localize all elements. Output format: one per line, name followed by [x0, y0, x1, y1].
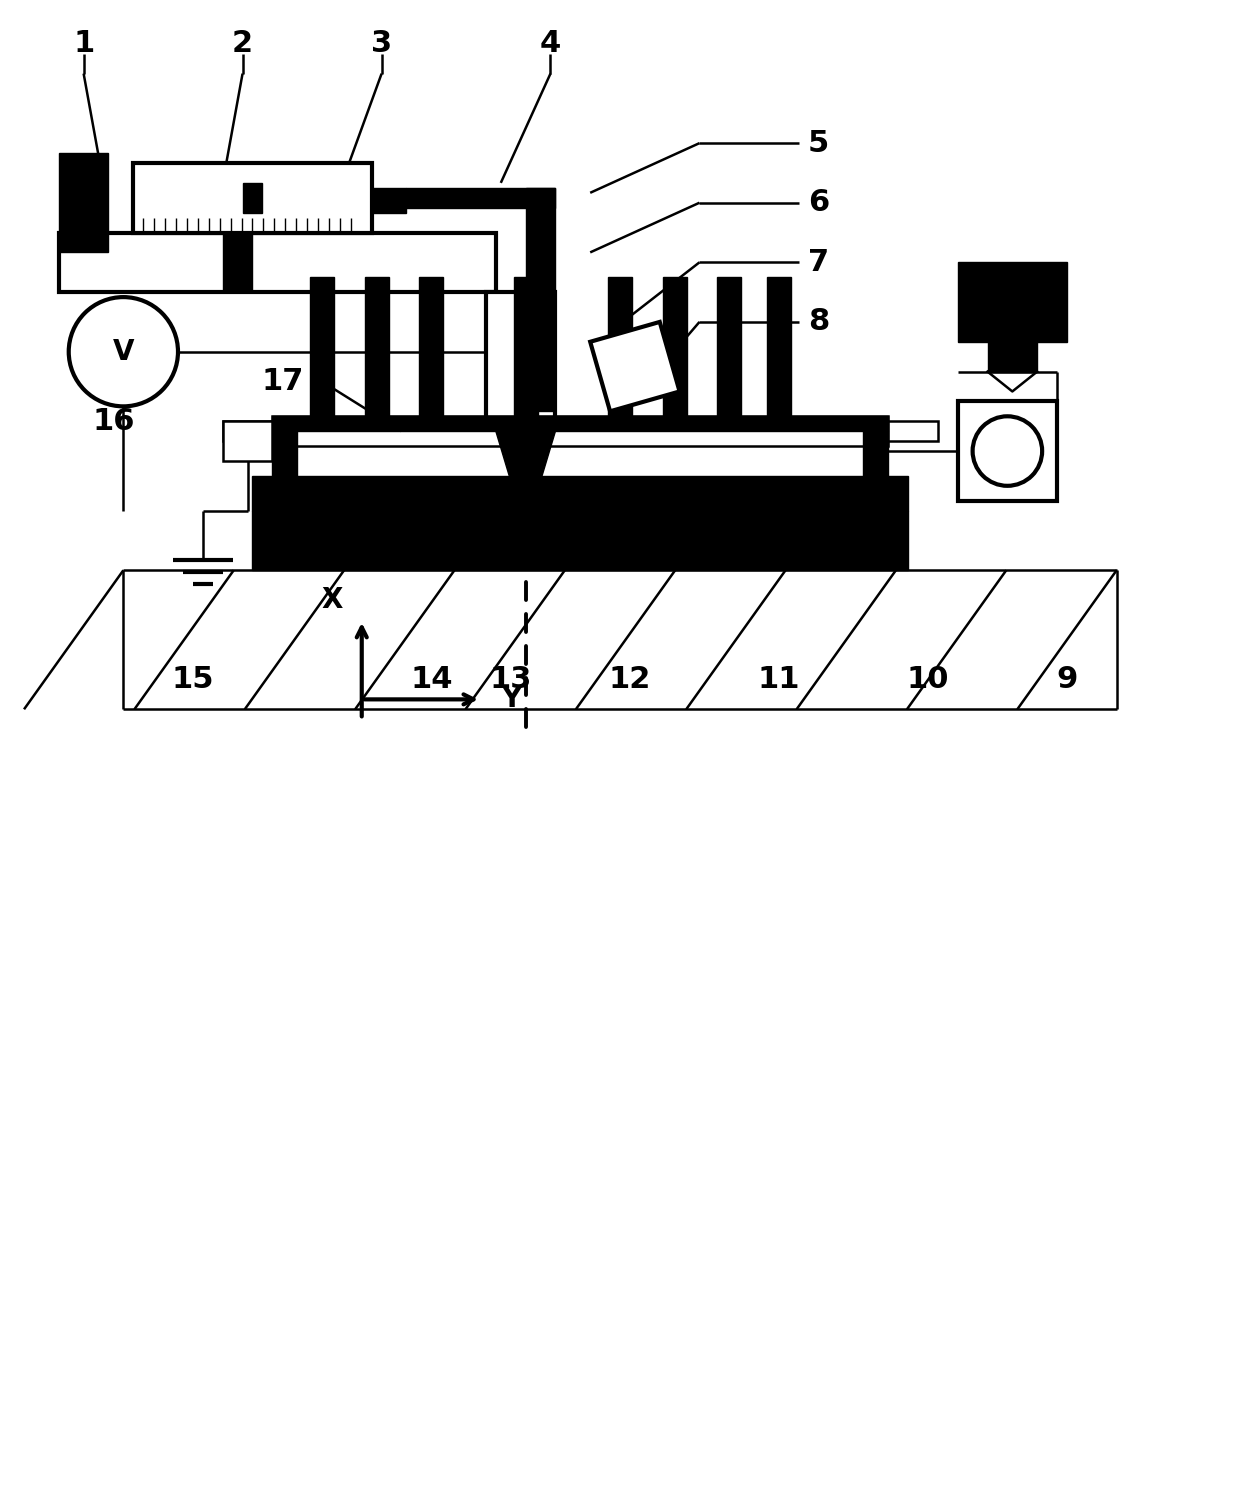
Bar [253, 475, 908, 510]
Bar [419, 278, 443, 416]
Text: 9: 9 [1056, 665, 1078, 694]
Polygon shape [590, 321, 680, 412]
Bar [608, 278, 632, 416]
Bar [310, 278, 334, 416]
Bar [365, 278, 388, 416]
Bar [987, 343, 1037, 371]
Bar [957, 401, 1056, 501]
Text: X: X [321, 585, 342, 614]
Bar [273, 432, 298, 510]
Text: 11: 11 [758, 665, 800, 694]
Bar [768, 278, 791, 416]
Bar [133, 163, 372, 232]
Bar [486, 293, 556, 432]
Bar [58, 152, 108, 252]
Text: 14: 14 [410, 665, 453, 694]
Polygon shape [496, 432, 556, 531]
Text: Y: Y [501, 685, 521, 714]
Bar [223, 421, 273, 441]
Text: 4: 4 [539, 29, 560, 59]
Bar [253, 510, 908, 570]
Bar [243, 183, 263, 213]
Text: 1: 1 [73, 29, 94, 59]
Bar [223, 232, 253, 293]
Text: V: V [113, 338, 134, 365]
Text: 6: 6 [808, 189, 830, 217]
Bar [223, 421, 273, 460]
Bar [372, 187, 407, 213]
Bar [863, 432, 888, 510]
Text: 15: 15 [171, 665, 215, 694]
Text: 3: 3 [371, 29, 392, 59]
Bar [957, 263, 1066, 343]
Text: 13: 13 [490, 665, 532, 694]
Text: 12: 12 [609, 665, 651, 694]
Text: Z: Z [419, 285, 444, 318]
Text: 2: 2 [232, 29, 253, 59]
Bar [407, 187, 556, 208]
Bar [526, 187, 556, 412]
Bar [888, 421, 937, 441]
Bar [662, 278, 687, 416]
Bar [58, 232, 496, 293]
Text: 5: 5 [808, 128, 830, 157]
Bar [718, 278, 742, 416]
Text: 17: 17 [262, 367, 304, 395]
Text: 8: 8 [808, 308, 830, 337]
Bar [273, 416, 888, 432]
Text: 16: 16 [92, 407, 135, 436]
Bar [273, 416, 888, 447]
Text: 7: 7 [808, 247, 830, 276]
Bar [513, 278, 538, 416]
Text: 10: 10 [906, 665, 949, 694]
